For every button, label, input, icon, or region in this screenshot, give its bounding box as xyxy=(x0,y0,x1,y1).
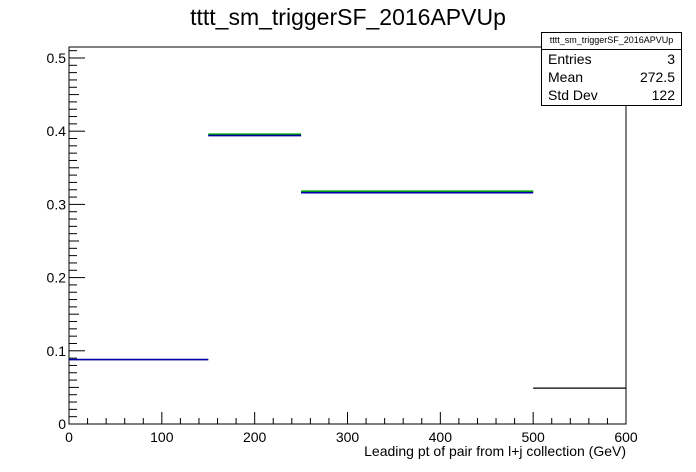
y-tick-label: 0.4 xyxy=(47,123,67,139)
y-tick-label: 0.2 xyxy=(47,270,67,286)
y-tick-label: 0.5 xyxy=(47,50,67,66)
stats-label: Entries xyxy=(548,51,592,67)
x-tick-label: 600 xyxy=(614,429,638,445)
y-tick-label: 0.1 xyxy=(47,343,67,359)
y-tick-label: 0 xyxy=(58,416,66,432)
stats-row-mean: Mean 272.5 xyxy=(542,68,681,86)
x-tick-label: 100 xyxy=(150,429,174,445)
x-tick-label: 300 xyxy=(336,429,360,445)
stats-value: 272.5 xyxy=(639,69,675,85)
x-tick-label: 200 xyxy=(243,429,267,445)
stats-label: Std Dev xyxy=(548,87,598,103)
x-axis-label: Leading pt of pair from l+j collection (… xyxy=(364,443,626,459)
stats-box-name: tttt_sm_triggerSF_2016APVUp xyxy=(542,33,681,50)
histogram-bins-group xyxy=(69,133,626,389)
x-tick-label: 400 xyxy=(429,429,453,445)
y-tick-label: 0.3 xyxy=(47,196,67,212)
stats-row-stddev: Std Dev 122 xyxy=(542,86,681,104)
stats-box: tttt_sm_triggerSF_2016APVUp Entries 3 Me… xyxy=(541,32,682,106)
stats-label: Mean xyxy=(548,69,584,85)
stats-value: 3 xyxy=(667,51,675,67)
stats-row-entries: Entries 3 xyxy=(542,50,681,68)
chart-title: tttt_sm_triggerSF_2016APVUp xyxy=(190,4,506,30)
x-tick-label: 500 xyxy=(521,429,545,445)
x-tick-label: 0 xyxy=(65,429,73,445)
axis-ticks-group: 0 100 200 300 400 500 600 0 0.1 0.2 0.3 0.4 0.5 xyxy=(47,50,638,445)
stats-value: 122 xyxy=(651,87,675,103)
